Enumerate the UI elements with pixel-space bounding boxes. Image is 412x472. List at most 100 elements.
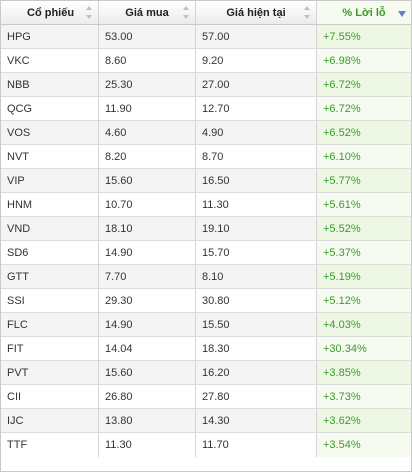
stock-cell: HPG (1, 25, 99, 48)
current-price-cell: 16.20 (196, 361, 317, 384)
buy-price-cell: 13.80 (99, 409, 196, 432)
sort-arrows-icon (86, 6, 92, 19)
stock-cell: VND (1, 217, 99, 240)
current-price-cell: 12.70 (196, 97, 317, 120)
buy-price-cell: 4.60 (99, 121, 196, 144)
stock-cell: IJC (1, 409, 99, 432)
table-row[interactable]: PVT 15.60 16.20 +3.85% (1, 361, 411, 385)
buy-price-cell: 29.30 (99, 289, 196, 312)
current-price-cell: 30.80 (196, 289, 317, 312)
stock-cell: VKC (1, 49, 99, 72)
buy-price-cell: 8.20 (99, 145, 196, 168)
table-row[interactable]: SD6 14.90 15.70 +5.37% (1, 241, 411, 265)
table-row[interactable]: NBB 25.30 27.00 +6.72% (1, 73, 411, 97)
current-price-cell: 16.50 (196, 169, 317, 192)
profit-loss-cell: +7.55% (317, 25, 411, 48)
table-body: HPG 53.00 57.00 +7.55% VKC 8.60 9.20 +6.98% NBB 2… (1, 25, 411, 457)
buy-price-cell: 18.10 (99, 217, 196, 240)
buy-price-cell: 25.30 (99, 73, 196, 96)
stock-cell: SD6 (1, 241, 99, 264)
column-header-stock[interactable]: Cổ phiếu (1, 1, 99, 24)
current-price-cell: 9.20 (196, 49, 317, 72)
table-row[interactable]: VKC 8.60 9.20 +6.98% (1, 49, 411, 73)
stock-cell: NVT (1, 145, 99, 168)
buy-price-cell: 15.60 (99, 361, 196, 384)
stock-cell: PVT (1, 361, 99, 384)
buy-price-cell: 26.80 (99, 385, 196, 408)
stock-cell: SSI (1, 289, 99, 312)
table-header: Cổ phiếu Giá mua Giá hiện tại % Lời lỗ (1, 1, 411, 25)
current-price-cell: 11.30 (196, 193, 317, 216)
buy-price-cell: 14.90 (99, 241, 196, 264)
buy-price-cell: 10.70 (99, 193, 196, 216)
current-price-cell: 27.00 (196, 73, 317, 96)
profit-loss-cell: +6.10% (317, 145, 411, 168)
profit-loss-cell: +5.19% (317, 265, 411, 288)
column-header-profit-loss[interactable]: % Lời lỗ (317, 1, 411, 24)
column-header-label: Cổ phiếu (27, 6, 75, 19)
column-header-current-price[interactable]: Giá hiện tại (196, 1, 317, 24)
table-row[interactable]: GTT 7.70 8.10 +5.19% (1, 265, 411, 289)
current-price-cell: 11.70 (196, 433, 317, 457)
profit-loss-cell: +3.62% (317, 409, 411, 432)
profit-loss-cell: +6.72% (317, 97, 411, 120)
stock-cell: VIP (1, 169, 99, 192)
stock-cell: NBB (1, 73, 99, 96)
profit-loss-cell: +5.77% (317, 169, 411, 192)
table-row[interactable]: FIT 14.04 18.30 +30.34% (1, 337, 411, 361)
current-price-cell: 15.50 (196, 313, 317, 336)
profit-loss-cell: +6.52% (317, 121, 411, 144)
stock-cell: CII (1, 385, 99, 408)
table-row[interactable]: SSI 29.30 30.80 +5.12% (1, 289, 411, 313)
table-row[interactable]: VND 18.10 19.10 +5.52% (1, 217, 411, 241)
current-price-cell: 19.10 (196, 217, 317, 240)
profit-loss-cell: +30.34% (317, 337, 411, 360)
stock-cell: HNM (1, 193, 99, 216)
current-price-cell: 27.80 (196, 385, 317, 408)
stock-cell: FLC (1, 313, 99, 336)
table-row[interactable]: NVT 8.20 8.70 +6.10% (1, 145, 411, 169)
current-price-cell: 18.30 (196, 337, 317, 360)
buy-price-cell: 11.90 (99, 97, 196, 120)
table-row[interactable]: CII 26.80 27.80 +3.73% (1, 385, 411, 409)
table-row[interactable]: QCG 11.90 12.70 +6.72% (1, 97, 411, 121)
sort-arrows-icon (304, 6, 310, 19)
table-row[interactable]: TTF 11.30 11.70 +3.54% (1, 433, 411, 457)
profit-loss-cell: +5.52% (317, 217, 411, 240)
stock-cell: QCG (1, 97, 99, 120)
buy-price-cell: 8.60 (99, 49, 196, 72)
table-row[interactable]: IJC 13.80 14.30 +3.62% (1, 409, 411, 433)
profit-loss-cell: +3.73% (317, 385, 411, 408)
stock-cell: FIT (1, 337, 99, 360)
profit-loss-cell: +6.72% (317, 73, 411, 96)
current-price-cell: 8.70 (196, 145, 317, 168)
current-price-cell: 15.70 (196, 241, 317, 264)
profit-loss-cell: +3.85% (317, 361, 411, 384)
profit-loss-cell: +3.54% (317, 433, 411, 457)
profit-loss-cell: +4.03% (317, 313, 411, 336)
table-row[interactable]: VIP 15.60 16.50 +5.77% (1, 169, 411, 193)
stock-cell: VOS (1, 121, 99, 144)
column-header-label: Giá hiện tại (226, 6, 286, 19)
table-row[interactable]: HPG 53.00 57.00 +7.55% (1, 25, 411, 49)
current-price-cell: 8.10 (196, 265, 317, 288)
current-price-cell: 57.00 (196, 25, 317, 48)
buy-price-cell: 14.90 (99, 313, 196, 336)
table-row[interactable]: HNM 10.70 11.30 +5.61% (1, 193, 411, 217)
current-price-cell: 14.30 (196, 409, 317, 432)
buy-price-cell: 7.70 (99, 265, 196, 288)
table-row[interactable]: VOS 4.60 4.90 +6.52% (1, 121, 411, 145)
column-header-buy-price[interactable]: Giá mua (99, 1, 196, 24)
current-price-cell: 4.90 (196, 121, 317, 144)
table-row[interactable]: FLC 14.90 15.50 +4.03% (1, 313, 411, 337)
stock-cell: TTF (1, 433, 99, 457)
buy-price-cell: 11.30 (99, 433, 196, 457)
column-header-label: Giá mua (125, 6, 169, 19)
buy-price-cell: 53.00 (99, 25, 196, 48)
sort-desc-icon (398, 11, 406, 17)
profit-loss-cell: +5.12% (317, 289, 411, 312)
column-header-label: % Lời lỗ (342, 6, 386, 19)
stock-cell: GTT (1, 265, 99, 288)
profit-loss-cell: +5.37% (317, 241, 411, 264)
